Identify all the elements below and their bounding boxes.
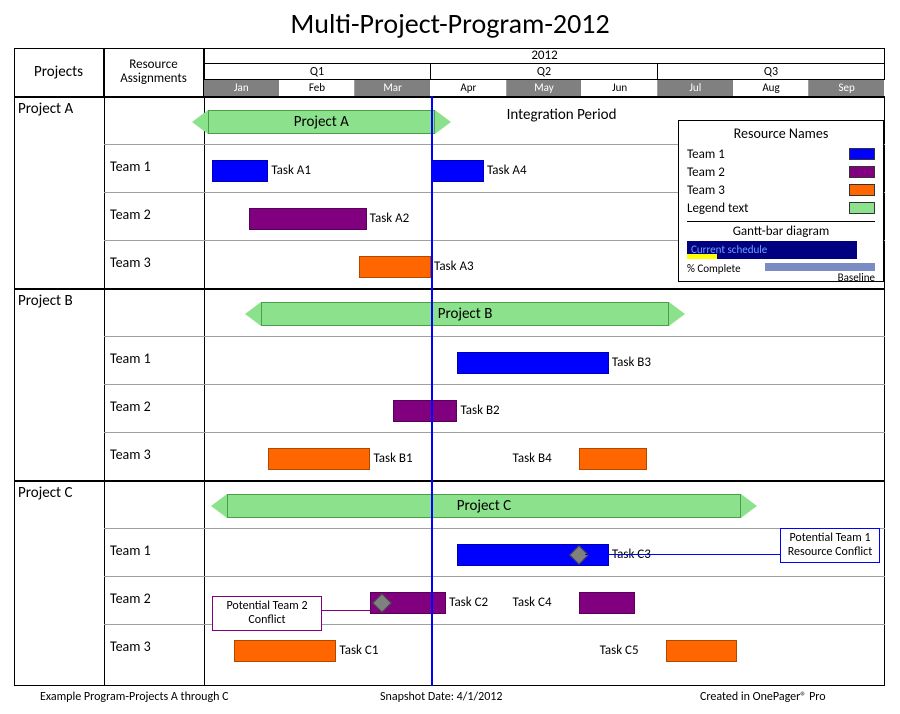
project-sep-2: [14, 480, 885, 482]
header-projects: Projects: [14, 48, 104, 96]
footer-left: Example Program-Projects A through C: [40, 690, 229, 704]
project-sep-0: [14, 96, 885, 98]
header-month-Jul: Jul: [658, 80, 734, 96]
team-label-1-2: Team 3: [110, 446, 151, 463]
summary-arrow-r-1: [669, 302, 685, 326]
legend-baseline-bar: [765, 263, 875, 271]
legend-swatch: [849, 148, 875, 160]
task-bar-Task-A2: [249, 208, 366, 230]
task-bar-Task-C5: [666, 640, 738, 662]
task-bar-Task-B4: [579, 448, 647, 470]
team-label-0-2: Team 3: [110, 254, 151, 271]
legend-box: Resource Names Team 1 Team 2 Team 3 Legend t…: [678, 120, 884, 282]
task-label-Task-B3: Task B3: [612, 355, 651, 370]
legend-row: Team 3: [687, 181, 875, 199]
legend-label: Team 2: [687, 165, 725, 180]
legend-swatch: [849, 184, 875, 196]
task-label-Task-C3: Task C3: [612, 547, 651, 562]
task-bar-Task-B3: [457, 352, 608, 374]
task-bar-Task-A1: [212, 160, 269, 182]
legend-label: Legend text: [687, 201, 749, 216]
task-bar-Task-C4: [579, 592, 636, 614]
task-label-Task-B1: Task B1: [373, 451, 412, 466]
task-label-Task-A3: Task A3: [434, 259, 474, 274]
header-month-Sep: Sep: [809, 80, 885, 96]
row-sep-1-1: [104, 384, 885, 385]
task-bar-Task-B2: [393, 400, 457, 422]
legend-title: Resource Names: [687, 125, 875, 142]
task-label-Task-B2: Task B2: [460, 403, 499, 418]
callout-line-0: [585, 554, 780, 555]
task-bar-Task-B1: [268, 448, 370, 470]
header-month-May: May: [507, 80, 583, 96]
extra-label-0: Integration Period: [507, 106, 617, 124]
header-month-Apr: Apr: [431, 80, 507, 96]
task-label-Task-C4: Task C4: [513, 595, 552, 610]
header-q-Q2: Q2: [431, 64, 658, 80]
chart-title: Multi-Project-Program-2012: [0, 0, 900, 49]
legend-pct-label: % Complete: [687, 262, 741, 275]
legend-pct-bar: [687, 254, 717, 259]
legend-baseline-label: Baseline: [838, 271, 875, 284]
team-label-2-0: Team 1: [110, 542, 151, 559]
project-sep-1: [14, 288, 885, 290]
project-label-2: Project C: [18, 484, 72, 502]
legend-row: Legend text: [687, 199, 875, 217]
task-label-Task-C5: Task C5: [600, 643, 639, 658]
legend-swatch: [849, 166, 875, 178]
legend-row: Team 1: [687, 145, 875, 163]
task-label-Task-A1: Task A1: [271, 163, 311, 178]
callout-0: Potential Team 1 Resource Conflict: [780, 528, 880, 563]
team-label-0-0: Team 1: [110, 158, 151, 175]
callout-1: Potential Team 2 Conflict: [212, 596, 322, 631]
task-bar-Task-C1: [234, 640, 336, 662]
summary-arrow-r-0: [435, 110, 451, 134]
callout-line-1: [322, 610, 380, 611]
team-label-0-1: Team 2: [110, 206, 151, 223]
snapshot-line: [431, 96, 433, 686]
task-label-Task-B4: Task B4: [513, 451, 552, 466]
row-sep-2-1: [104, 576, 885, 577]
task-label-Task-A4: Task A4: [487, 163, 527, 178]
team-label-1-0: Team 1: [110, 350, 151, 367]
row-sep-2-0: [104, 528, 885, 529]
row-sep-1-2: [104, 432, 885, 433]
project-label-0: Project A: [18, 100, 73, 118]
header-month-Feb: Feb: [280, 80, 356, 96]
footer-right: Created in OnePager® Pro: [700, 690, 826, 704]
legend-label: Team 1: [687, 147, 725, 162]
task-label-Task-A2: Task A2: [370, 211, 410, 226]
team-label-1-1: Team 2: [110, 398, 151, 415]
summary-arrow-l-1: [245, 302, 261, 326]
summary-arrow-l-0: [192, 110, 208, 134]
task-bar-Task-A3: [359, 256, 431, 278]
summary-bar-0: Project A: [208, 110, 435, 134]
legend-swatch: [849, 202, 875, 214]
header-q-Q1: Q1: [204, 64, 431, 80]
task-label-Task-C2: Task C2: [449, 595, 488, 610]
header-year: 2012: [204, 48, 885, 64]
legend-row: Team 2: [687, 163, 875, 181]
summary-arrow-r-2: [741, 494, 757, 518]
project-label-1: Project B: [18, 292, 73, 310]
summary-bar-1: Project B: [261, 302, 670, 326]
header-month-Jun: Jun: [582, 80, 658, 96]
footer-mid: Snapshot Date: 4/1/2012: [380, 690, 502, 704]
legend-label: Team 3: [687, 183, 725, 198]
team-label-2-1: Team 2: [110, 590, 151, 607]
task-bar-Task-A4: [431, 160, 484, 182]
row-sep-1-0: [104, 336, 885, 337]
header-month-Mar: Mar: [355, 80, 431, 96]
team-label-2-2: Team 3: [110, 638, 151, 655]
legend-gantt-title: Gantt-bar diagram: [687, 221, 875, 239]
header-month-Jan: Jan: [204, 80, 280, 96]
summary-bar-2: Project C: [227, 494, 742, 518]
header-q-Q3: Q3: [658, 64, 885, 80]
task-label-Task-C1: Task C1: [339, 643, 378, 658]
summary-arrow-l-2: [211, 494, 227, 518]
header-month-Aug: Aug: [734, 80, 810, 96]
header-resources: Resource Assignments: [104, 48, 204, 96]
